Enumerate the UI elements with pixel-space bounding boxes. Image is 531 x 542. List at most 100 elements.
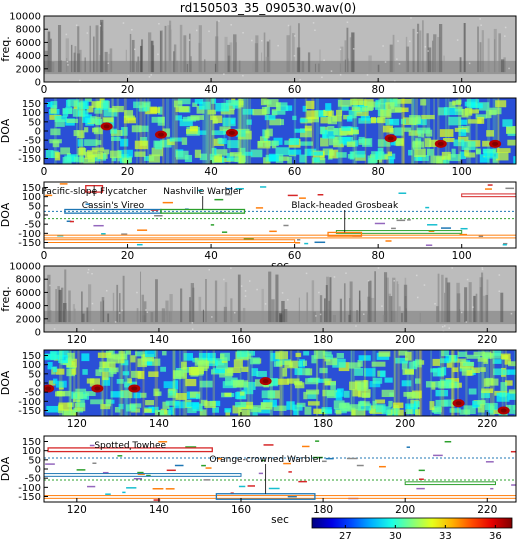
doa-cell <box>483 353 492 359</box>
panel-localized-sources: Pacific-slope Flycatcher Cassin's Vireo Na… <box>0 181 517 272</box>
doa-streak <box>75 98 78 164</box>
plot-area <box>44 182 516 248</box>
doa-cell <box>226 153 234 161</box>
doa-cell <box>401 380 412 387</box>
doa-cell <box>86 378 95 384</box>
doa-cell <box>212 407 219 413</box>
doa-cell <box>102 361 116 368</box>
spectrogram-speck <box>481 267 484 269</box>
spectrogram-speck <box>415 274 418 277</box>
doa-streak <box>441 350 445 416</box>
spectrogram-speck <box>218 20 220 22</box>
spectrogram-streak <box>398 306 401 323</box>
doa-cell <box>307 391 317 399</box>
x-tick-label: 180 <box>313 504 333 516</box>
spectrogram-speck <box>191 322 194 324</box>
doa-cell <box>508 369 516 375</box>
doa-cell <box>137 370 145 380</box>
doa-cell <box>131 125 142 133</box>
doa-cell <box>116 379 124 384</box>
doa-cell <box>481 388 494 394</box>
spectrogram-speck <box>244 295 247 297</box>
spectrogram-speck <box>114 321 117 323</box>
spectrogram-streak <box>50 38 52 73</box>
y-tick-label: 4000 <box>16 51 41 62</box>
spectrogram-speck <box>314 29 316 31</box>
spectrogram-streak <box>88 284 92 323</box>
spectrogram-streak <box>192 287 195 323</box>
spectrogram-speck <box>480 24 482 26</box>
doa-cell <box>335 392 343 401</box>
doa-streak <box>120 350 124 416</box>
doa-cell <box>307 116 320 123</box>
doa-cell <box>275 102 281 111</box>
doa-cell <box>351 407 356 416</box>
spectrogram-speck <box>99 24 102 27</box>
spectrogram-streak <box>198 42 201 73</box>
doa-streak <box>397 350 400 416</box>
doa-streak <box>248 350 251 416</box>
doa-cell <box>242 108 254 115</box>
doa-cell <box>125 350 131 355</box>
spectrogram-streak <box>60 60 63 73</box>
spectrogram-streak <box>51 62 55 73</box>
doa-streak <box>466 98 470 164</box>
x-tick-label: 200 <box>395 418 415 430</box>
doa-cell <box>151 147 163 157</box>
doa-cell <box>62 108 69 117</box>
doa-streak <box>411 98 414 164</box>
doa-cell <box>372 400 377 409</box>
spectrogram-streak <box>486 279 489 323</box>
x-tick-label: 220 <box>477 334 497 346</box>
doa-streak <box>139 98 143 164</box>
doa-cell <box>404 369 414 375</box>
doa-cell <box>493 409 502 415</box>
spectrogram-streak <box>99 55 102 73</box>
spectrogram-speck <box>377 267 380 269</box>
doa-cell <box>341 105 349 111</box>
doa-streak <box>451 350 453 416</box>
spectrogram-streak <box>349 310 352 323</box>
spectrogram-speck <box>75 24 78 27</box>
spectrogram-streak <box>283 309 288 323</box>
spectrogram-streak <box>159 30 163 73</box>
doa-streak <box>447 98 450 164</box>
spectrogram-streak <box>102 300 105 323</box>
doa-cell <box>466 354 481 359</box>
doa-cell <box>124 381 137 388</box>
doa-cell <box>239 147 246 156</box>
spectrogram-streak <box>230 298 233 323</box>
spectrogram-speck <box>441 326 444 328</box>
spectrogram-speck <box>456 39 459 41</box>
spectrogram-streak <box>271 299 275 323</box>
doa-streak <box>68 350 71 416</box>
doa-streak <box>129 350 132 416</box>
doa-cell <box>384 153 396 160</box>
doa-cell <box>502 119 513 127</box>
doa-cell <box>414 401 420 408</box>
doa-cell <box>173 401 186 409</box>
doa-cell <box>84 98 92 102</box>
doa-cell <box>175 106 189 112</box>
doa-streak <box>386 98 390 164</box>
y-axis-label: DOA <box>0 118 12 143</box>
spectrogram-speck <box>315 315 317 317</box>
doa-cell <box>414 359 422 368</box>
doa-cell <box>380 370 386 378</box>
doa-streak <box>58 350 63 416</box>
doa-cell <box>479 154 490 163</box>
doa-streak <box>73 350 76 416</box>
doa-cell <box>147 358 161 366</box>
spectrogram-streak <box>343 283 346 323</box>
doa-cell <box>55 391 65 397</box>
doa-cell <box>232 405 242 414</box>
doa-cell <box>394 127 404 136</box>
doa-cell <box>182 366 194 373</box>
spectrogram-streak <box>190 64 192 73</box>
doa-cell <box>358 136 365 143</box>
spectrogram-streak <box>475 293 478 323</box>
source-track <box>461 193 516 198</box>
doa-cell <box>211 130 226 136</box>
doa-cell <box>123 149 133 158</box>
